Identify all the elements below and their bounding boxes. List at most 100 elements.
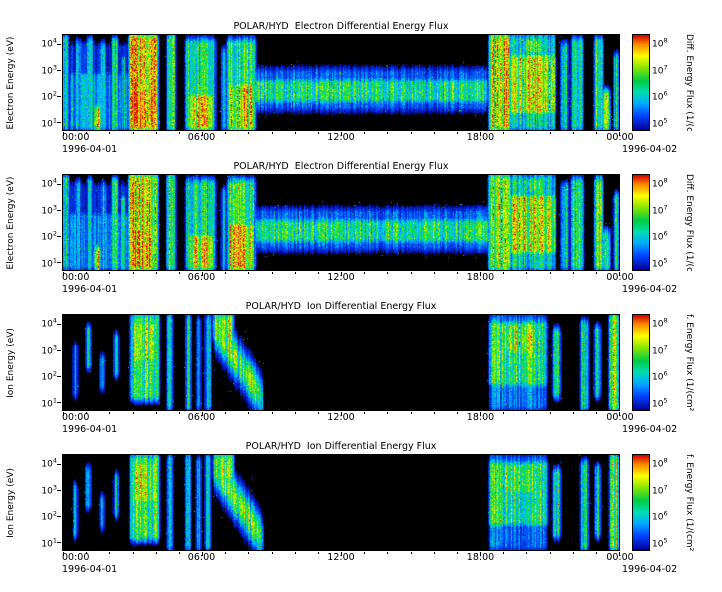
- x-tick-mark: [271, 412, 273, 414]
- y-tick-mark: [57, 209, 61, 211]
- x-date-right: 1996-04-02: [622, 144, 678, 155]
- colorbar-tick-base: 10: [652, 92, 664, 103]
- x-tick-mark: [178, 552, 180, 554]
- x-tick-label: 06:00: [187, 552, 216, 563]
- x-tick-mark: [364, 132, 366, 134]
- x-tick-label: 12:00: [327, 412, 355, 423]
- x-tick-mark: [433, 132, 435, 134]
- x-tick-mark: [86, 272, 88, 274]
- x-tick-mark: [549, 132, 551, 134]
- y-tick-exponent: 1: [52, 116, 57, 125]
- x-tick-mark: [456, 272, 458, 274]
- x-tick-mark: [202, 272, 203, 276]
- plot-area: [57, 314, 620, 416]
- x-tick-mark: [387, 132, 389, 134]
- colorbar-tick-exponent: 8: [663, 456, 668, 465]
- y-tick-label: 101: [41, 257, 57, 270]
- y-tick-mark: [57, 323, 61, 325]
- y-tick-exponent: 3: [52, 483, 57, 492]
- colorbar-tick-label: 106: [652, 90, 668, 103]
- colorbar-axis: 108 107 106 105: [652, 34, 682, 131]
- colorbar-label: Diff. Energy Flux (1/(cm: [684, 174, 694, 271]
- x-tick-mark: [248, 132, 250, 134]
- spectrogram-canvas: [63, 455, 619, 550]
- x-tick-mark: [410, 552, 412, 554]
- x-tick-mark: [178, 272, 180, 274]
- y-tick-label: 104: [41, 176, 57, 189]
- y-tick-mark: [57, 262, 61, 264]
- plot-area: [57, 34, 620, 136]
- colorbar-axis: 108 107 106 105: [652, 314, 682, 411]
- y-tick-base: 10: [41, 39, 53, 50]
- y-tick-label: 102: [41, 370, 57, 383]
- colorbar-tick-exponent: 6: [663, 369, 668, 378]
- colorbar-tick-base: 10: [652, 232, 664, 243]
- colorbar-tick-exponent: 7: [663, 63, 668, 72]
- y-axis-label: Electron Energy (eV): [2, 174, 20, 271]
- y-tick-mark: [57, 96, 61, 98]
- x-tick-mark: [456, 412, 458, 414]
- x-tick-label: 06:00: [187, 132, 216, 143]
- x-tick-mark: [341, 132, 342, 136]
- x-tick-mark: [410, 132, 412, 134]
- x-tick-label: 00:00: [606, 132, 634, 143]
- x-tick-mark: [271, 272, 273, 274]
- colorbar-tick-base: 10: [652, 119, 664, 130]
- colorbar-label: Diff. Energy Flux (1/(cm: [684, 34, 694, 131]
- y-axis: 104 103 102 101: [20, 174, 62, 271]
- x-tick-mark: [248, 412, 250, 414]
- y-tick-exponent: 4: [52, 316, 57, 325]
- x-tick-mark: [572, 132, 574, 134]
- colorbar-tick-base: 10: [652, 319, 664, 330]
- x-tick-mark: [433, 272, 435, 274]
- colorbar-tick-base: 10: [652, 39, 664, 50]
- y-tick-base: 10: [41, 179, 53, 190]
- y-tick-exponent: 3: [52, 203, 57, 212]
- x-tick-mark: [271, 552, 273, 554]
- spectrogram-panel-2: POLAR/HYD Electron Differential Energy F…: [2, 160, 722, 299]
- y-tick-mark: [57, 69, 61, 71]
- x-tick-mark: [317, 132, 319, 134]
- spectrogram-canvas: [63, 35, 619, 130]
- x-tick-label: 18:00: [466, 272, 495, 283]
- y-tick-label: 103: [41, 343, 57, 356]
- x-date-right: 1996-04-02: [622, 424, 678, 435]
- plot-area: [57, 454, 620, 556]
- x-date-right: 1996-04-02: [622, 564, 678, 575]
- y-axis-label-text: Electron Energy (eV): [6, 36, 16, 129]
- x-tick-mark: [155, 412, 157, 414]
- x-date-left: 1996-04-01: [62, 424, 118, 435]
- colorbar-tick-exponent: 6: [663, 509, 668, 518]
- colorbar-tick-label: 106: [652, 370, 668, 383]
- colorbar-tick-exponent: 5: [663, 116, 668, 125]
- colorbar-tick-label: 107: [652, 483, 668, 496]
- x-tick-mark: [387, 272, 389, 274]
- x-tick-mark: [132, 412, 134, 414]
- colorbar-tick-label: 105: [652, 257, 668, 270]
- x-tick-mark: [410, 272, 412, 274]
- x-tick-mark: [225, 272, 227, 274]
- panel-title: POLAR/HYD Ion Differential Energy Flux: [245, 441, 437, 452]
- colorbar-tick-label: 108: [652, 176, 668, 189]
- x-tick-mark: [248, 272, 250, 274]
- x-tick-mark: [480, 552, 481, 556]
- colorbar-tick-label: 107: [652, 203, 668, 216]
- x-tick-label: 00:00: [62, 412, 90, 423]
- x-axis: 00:00 06:00 12:00 18:00 00:00 1996-04-01 199…: [62, 131, 677, 159]
- x-tick-label: 00:00: [62, 272, 90, 283]
- x-tick-mark: [503, 132, 505, 134]
- colorbar-tick-label: 107: [652, 63, 668, 76]
- x-tick-mark: [572, 552, 574, 554]
- colorbar: [632, 314, 650, 411]
- colorbar-tick-label: 105: [652, 117, 668, 130]
- colorbar-tick-exponent: 7: [663, 203, 668, 212]
- y-tick-exponent: 4: [52, 176, 57, 185]
- x-tick-label: 06:00: [187, 412, 216, 423]
- y-tick-base: 10: [41, 399, 53, 410]
- panel-title: POLAR/HYD Ion Differential Energy Flux: [245, 301, 437, 312]
- x-tick-mark: [109, 272, 111, 274]
- x-tick-mark: [410, 412, 412, 414]
- y-axis: 104 103 102 101: [20, 34, 62, 131]
- y-tick-base: 10: [41, 486, 53, 497]
- y-tick-mark: [57, 349, 61, 351]
